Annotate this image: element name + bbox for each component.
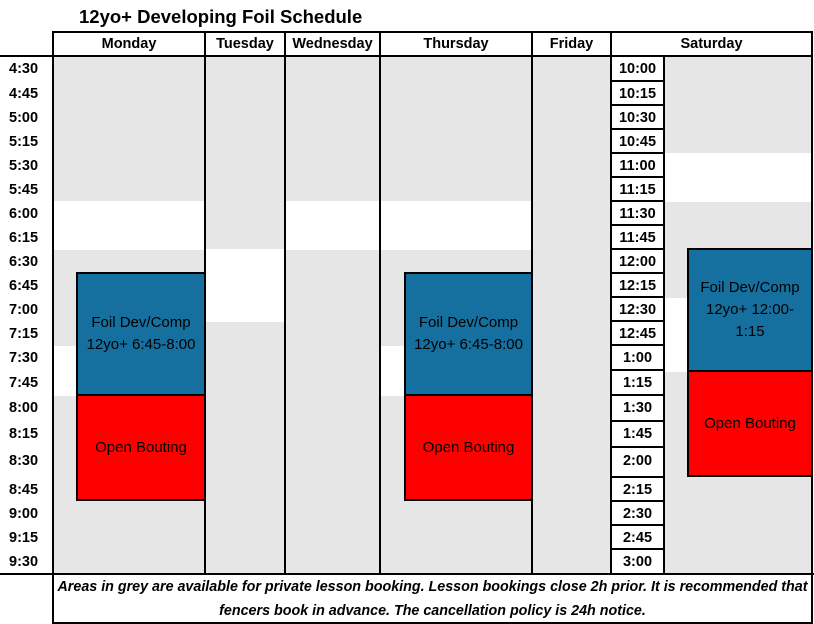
saturday-time-divider [610,128,665,130]
saturday-time-label: 12:15 [618,278,657,294]
time-label: 5:30 [9,158,39,174]
schedule-title: 12yo+ Developing Foil Schedule [79,6,363,27]
saturday-time-divider [610,248,665,250]
saturday-time-divider [610,80,665,82]
time-label: 4:45 [9,86,39,102]
saturday-time-divider [610,344,665,346]
thursday-class-block[interactable]: Foil Dev/Comp 12yo+ 6:45-8:00 [404,272,533,396]
friday-available [533,56,610,573]
time-label: 7:30 [9,350,39,366]
saturday-time-label: 11:45 [619,230,656,246]
wednesday-available-top [286,56,379,201]
tuesday-available-bottom [206,322,284,573]
saturday-time-label: 10:00 [618,61,657,77]
grid-line [52,31,813,33]
time-label: 6:45 [9,278,39,294]
saturday-time-divider [610,320,665,322]
header-monday: Monday [101,36,157,52]
saturday-time-divider [610,200,665,202]
monday-bouting-label: Open Bouting [95,438,187,456]
time-label: 5:45 [9,182,39,198]
saturday-time-label: 1:45 [622,426,653,442]
saturday-time-divider [610,476,665,478]
saturday-time-label: 12:00 [618,254,657,270]
time-label: 8:00 [9,400,39,416]
time-label: 4:30 [9,61,39,77]
saturday-class-block[interactable]: Foil Dev/Comp 12yo+ 12:00-1:15 [687,248,813,372]
saturday-time-label: 2:45 [622,530,653,546]
grid-line [379,31,381,575]
header-tuesday: Tuesday [216,36,274,52]
grid-line [52,31,54,624]
time-label: 6:30 [9,254,39,270]
grid-line [0,55,813,57]
saturday-time-divider [610,394,665,396]
grid-line [284,31,286,575]
saturday-time-label: 10:15 [618,86,657,102]
time-label: 8:15 [9,426,39,442]
saturday-time-divider [610,152,665,154]
wednesday-available-bottom [286,250,379,573]
saturday-time-divider [610,500,665,502]
saturday-time-label: 1:00 [622,350,653,366]
saturday-time-divider [610,369,665,371]
saturday-time-divider [610,420,665,422]
time-label: 6:15 [9,230,39,246]
header-friday: Friday [549,36,594,52]
saturday-time-label: 2:30 [622,506,653,522]
time-label: 8:30 [9,453,39,469]
saturday-time-divider [610,224,665,226]
monday-available-top [53,56,205,201]
saturday-class-label: Foil Dev/Comp 12yo+ 12:00-1:15 [700,279,800,340]
saturday-time-label: 11:30 [619,206,656,222]
time-label: 7:15 [9,326,39,342]
thursday-bouting-block[interactable]: Open Bouting [404,394,533,501]
saturday-time-label: 12:30 [618,302,657,318]
saturday-time-label: 2:00 [622,453,653,469]
header-wednesday: Wednesday [292,36,373,52]
thursday-class-label: Foil Dev/Comp 12yo+ 6:45-8:00 [414,314,523,353]
saturday-bouting-block[interactable]: Open Bouting [687,370,813,477]
saturday-available-top [665,56,812,153]
thursday-bouting-label: Open Bouting [422,438,515,456]
grid-line [663,56,665,575]
monday-bouting-block[interactable]: Open Bouting [76,394,206,501]
tuesday-available-top [206,56,284,249]
saturday-time-label: 12:45 [618,326,657,342]
time-label: 9:15 [9,530,39,546]
saturday-time-label: 11:00 [619,158,656,174]
grid-line [52,622,813,624]
time-label: 5:15 [9,134,39,150]
saturday-time-label: 10:30 [618,110,657,126]
time-label: 9:30 [9,554,39,570]
saturday-time-label: 1:30 [622,400,653,416]
saturday-time-divider [610,272,665,274]
saturday-time-divider [610,176,665,178]
time-label: 5:00 [9,110,39,126]
header-thursday: Thursday [423,36,489,52]
monday-class-block[interactable]: Foil Dev/Comp 12yo+ 6:45-8:00 [76,272,206,396]
time-label: 7:00 [9,302,39,318]
grid-line [0,573,814,575]
saturday-time-divider [610,548,665,550]
saturday-time-divider [610,446,665,448]
saturday-time-label: 11:15 [619,182,656,198]
saturday-bouting-label: Open Bouting [704,414,796,432]
footer-note: Areas in grey are available for private … [57,579,808,619]
time-label: 9:00 [9,506,39,522]
header-saturday: Saturday [680,36,743,52]
monday-class-label: Foil Dev/Comp 12yo+ 6:45-8:00 [86,314,196,353]
saturday-time-label: 1:15 [622,375,653,391]
saturday-time-label: 3:00 [622,554,653,570]
saturday-time-divider [610,104,665,106]
saturday-time-divider [610,296,665,298]
grid-line [610,31,612,575]
time-label: 8:45 [9,482,39,498]
time-label: 6:00 [9,206,39,222]
saturday-time-divider [610,524,665,526]
saturday-time-label: 2:15 [622,482,653,498]
time-label: 7:45 [9,375,39,391]
thursday-available-top [381,56,532,201]
saturday-time-label: 10:45 [618,134,657,150]
